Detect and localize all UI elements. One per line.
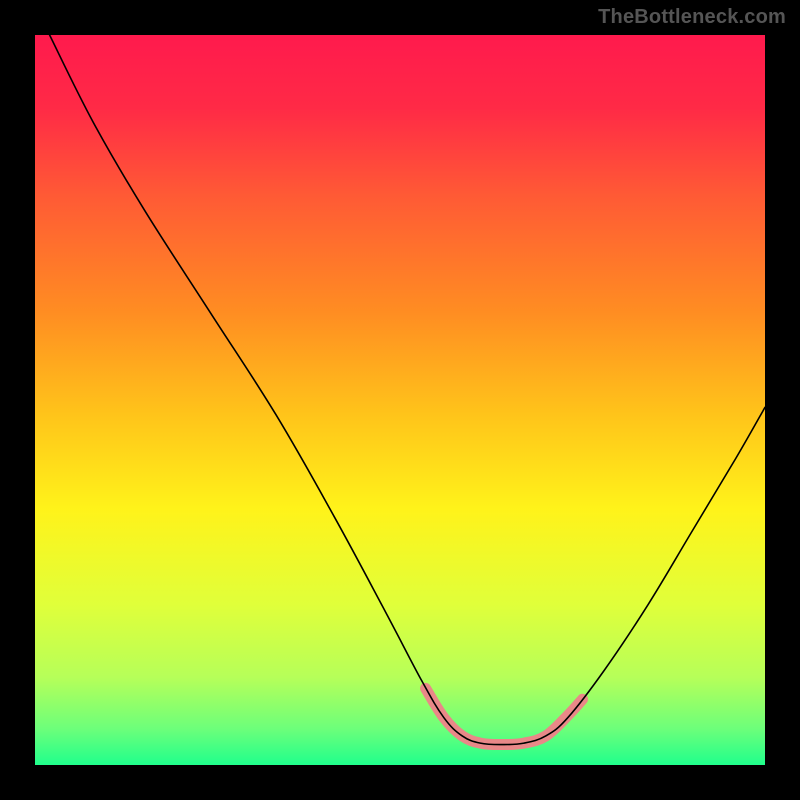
- curve-layer: [35, 35, 765, 765]
- valley-highlight-band: [426, 688, 583, 744]
- plot-area: [35, 35, 765, 765]
- bottleneck-curve: [50, 35, 765, 745]
- watermark-text: TheBottleneck.com: [598, 6, 786, 29]
- chart-frame: TheBottleneck.com: [0, 0, 800, 800]
